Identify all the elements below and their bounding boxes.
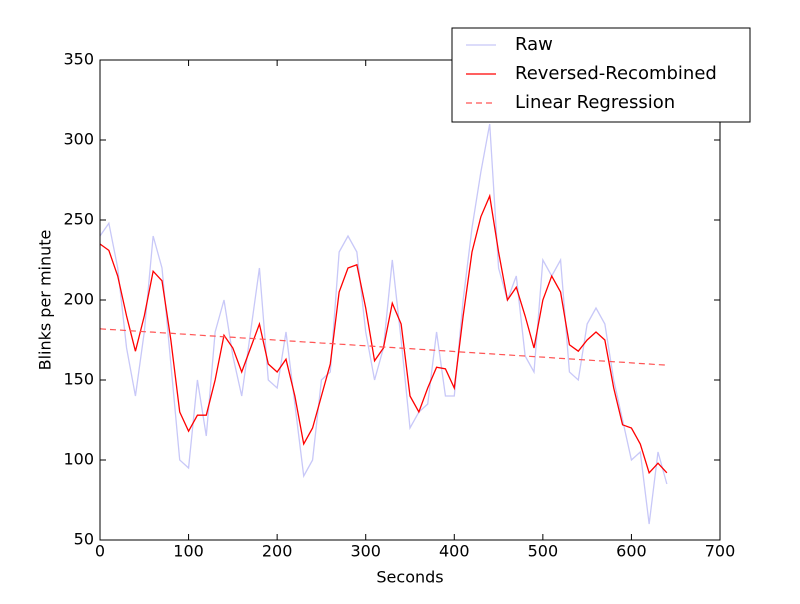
y-tick-label: 150 [63, 370, 94, 389]
x-tick-label: 0 [95, 542, 105, 561]
x-tick-label: 300 [350, 542, 381, 561]
y-tick-label: 200 [63, 290, 94, 309]
x-tick-label: 400 [439, 542, 470, 561]
legend-label: Reversed-Recombined [515, 63, 717, 84]
legend-box [451, 27, 751, 123]
x-tick-label: 500 [528, 542, 559, 561]
x-axis-label: Seconds [376, 568, 443, 587]
legend-label: Linear Regression [515, 92, 675, 113]
x-tick-label: 100 [173, 542, 204, 561]
y-tick-label: 50 [74, 530, 94, 549]
y-tick-label: 250 [63, 210, 94, 229]
legend-label: Raw [515, 34, 553, 55]
x-tick-label: 200 [262, 542, 293, 561]
y-tick-label: 100 [63, 450, 94, 469]
y-tick-label: 300 [63, 130, 94, 149]
x-tick-label: 600 [616, 542, 647, 561]
y-tick-label: 350 [63, 50, 94, 69]
y-axis-label: Blinks per minute [36, 230, 55, 371]
x-tick-label: 700 [705, 542, 736, 561]
series-line [99, 328, 667, 366]
series-line [99, 193, 668, 475]
